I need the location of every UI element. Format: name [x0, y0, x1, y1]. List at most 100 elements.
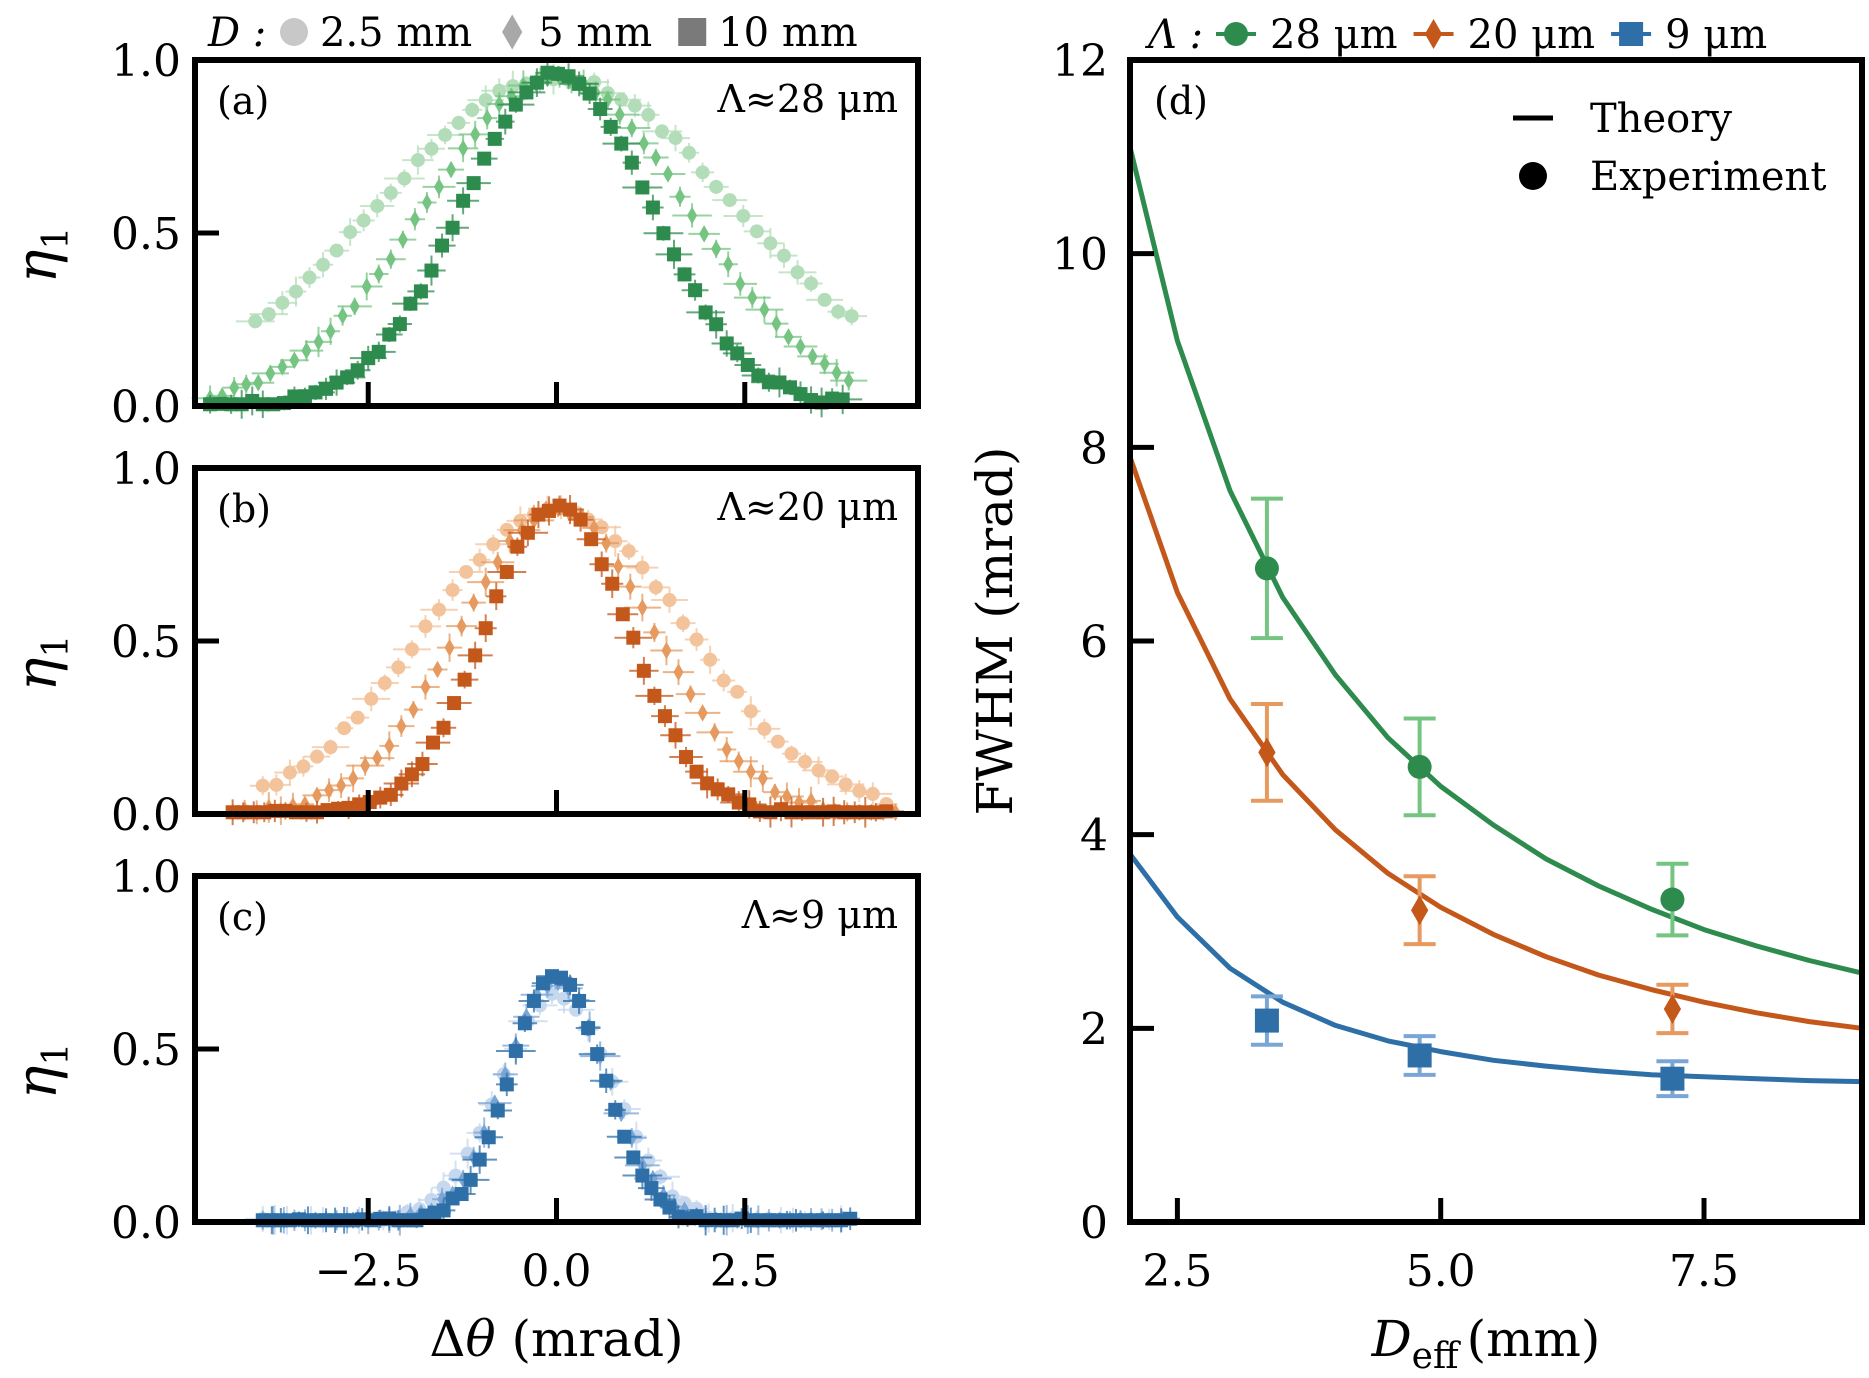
data-point: [340, 370, 355, 385]
data-point: [229, 378, 240, 397]
data-point: [329, 243, 344, 258]
series-5-mm: [220, 499, 915, 826]
data-point: [478, 621, 493, 636]
data-point: [436, 1180, 451, 1195]
data-point: [626, 630, 641, 645]
data-point: [336, 776, 347, 795]
data-point: [319, 381, 334, 396]
data-point: [795, 337, 806, 356]
data-point: [424, 263, 439, 278]
data-point: [361, 277, 372, 296]
data-point: [482, 109, 493, 127]
data-point: [761, 375, 776, 390]
x-axis-label-theta: θ: [465, 1310, 495, 1368]
legend-marker: [1424, 19, 1443, 49]
data-point: [261, 307, 276, 322]
data-point: [486, 537, 501, 552]
data-point: [508, 1043, 523, 1058]
data-point: [1254, 1008, 1279, 1033]
top-legend-diameter: D : 2.5 mm 5 mm 10 mm: [207, 10, 858, 56]
data-point: [700, 776, 715, 791]
legend-prefix: D :: [207, 10, 266, 56]
data-point: [301, 341, 312, 360]
panel-tag: (c): [217, 895, 268, 939]
data-point: [410, 153, 425, 168]
data-point: [288, 284, 303, 299]
panel-annotation: Λ≈28 μm: [717, 77, 898, 121]
data-point: [719, 336, 734, 351]
data-point: [481, 1130, 496, 1145]
data-point: [636, 663, 651, 678]
panel-annotation: Λ≈20 μm: [717, 485, 898, 529]
y-axis-label: η1: [5, 227, 77, 283]
x-tick-label: 2.5: [710, 1246, 780, 1297]
data-point: [648, 580, 663, 595]
y-tick-label: 0.0: [111, 790, 181, 841]
data-point: [736, 208, 751, 223]
data-point: [635, 1168, 650, 1183]
series-2.5-mm: [235, 64, 867, 329]
data-point: [709, 179, 724, 194]
data-point: [269, 777, 284, 792]
experiment-20-μm: [1250, 701, 1689, 1036]
data-point: [361, 351, 376, 366]
y-axis-label-subscript: 1: [36, 227, 77, 250]
y-tick-label: 4: [1080, 811, 1108, 862]
data-point: [424, 1192, 439, 1207]
data-point: [343, 225, 358, 240]
data-point: [275, 295, 290, 310]
data-point: [551, 66, 566, 81]
data-point: [1407, 1043, 1432, 1068]
data-point: [454, 1187, 469, 1202]
panel-tag: (b): [217, 487, 271, 531]
data-point: [593, 102, 608, 117]
data-point: [662, 593, 677, 608]
data-point: [626, 119, 637, 137]
data-point: [743, 704, 758, 719]
data-point: [723, 255, 734, 274]
data-point: [573, 512, 588, 527]
data-point: [852, 784, 867, 799]
data-point: [709, 317, 724, 332]
data-point: [409, 210, 420, 228]
y-axis-label-symbol: η: [5, 250, 70, 284]
x-axis-label-subscript: eff: [1412, 1336, 1461, 1377]
data-point: [613, 557, 624, 575]
data-point: [370, 198, 385, 213]
data-point: [647, 688, 662, 703]
data-point: [420, 678, 431, 696]
legend-label: 2.5 mm: [320, 10, 472, 56]
data-point: [582, 86, 597, 101]
legend-marker: [280, 18, 308, 46]
data-point: [364, 691, 379, 706]
legend-theory-label: Theory: [1590, 96, 1732, 142]
data-point: [371, 344, 386, 359]
data-point: [644, 1181, 659, 1196]
data-point: [817, 292, 832, 307]
data-point: [673, 663, 684, 681]
data-point: [517, 1016, 532, 1031]
data-point: [730, 684, 745, 699]
panel-a-plot: 0.0 0.5 1.0 (a) Λ≈28 μm η1: [5, 36, 921, 433]
data-point: [360, 756, 371, 775]
data-point: [1254, 556, 1279, 581]
data-point: [784, 746, 799, 761]
theory-curve-28-μm: [1127, 146, 1863, 976]
data-point: [313, 333, 324, 351]
data-point: [350, 710, 365, 725]
data-point: [699, 225, 710, 243]
data-point: [627, 98, 642, 113]
data-point: [445, 220, 460, 235]
data-point: [825, 769, 840, 784]
data-point: [1407, 754, 1432, 779]
data-point: [689, 764, 704, 779]
data-point: [470, 125, 481, 144]
data-point: [451, 115, 466, 130]
y-tick-label: 2: [1080, 1004, 1108, 1055]
data-point: [404, 767, 419, 782]
data-point: [421, 193, 433, 212]
y-tick-label: 1.0: [111, 36, 181, 87]
legend-marker: [502, 14, 523, 50]
data-point: [403, 296, 418, 311]
data-point: [666, 247, 681, 262]
